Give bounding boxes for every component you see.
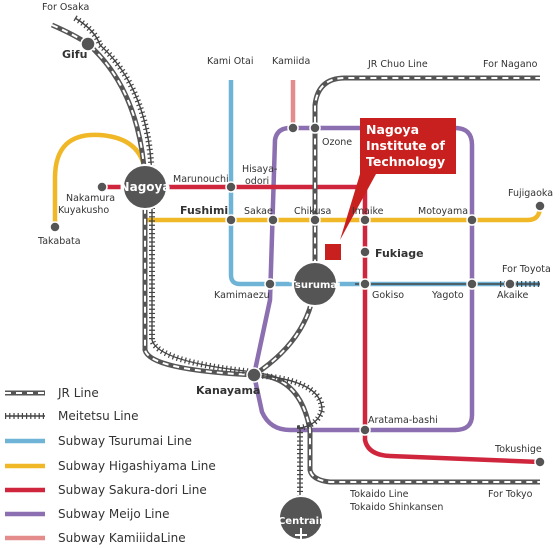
dir-tokyo: For Tokyo [488,489,533,500]
label-takabata: Takabata [37,236,81,247]
label-fushimi: Fushimi [180,204,228,217]
label-tokushige: Tokushige [494,444,542,455]
dir-tokaido: Tokaido Line [349,489,409,500]
nit-callout [360,118,456,174]
legend-label-higashiyama: Subway Higashiyama Line [58,459,216,473]
airplane-icon [295,528,307,541]
nagoya-label: Nagoya [120,180,171,194]
legend-meijo: Subway Meijo Line [5,507,170,521]
dir-nagano: For Nagano [483,59,538,70]
legend-label-meijo: Subway Meijo Line [58,507,170,521]
dir-shinkansen: Tokaido Shinkansen [349,502,443,513]
legend-label-jr: JR Line [57,386,99,400]
label-motoyama: Motoyama [418,206,468,217]
label-yagoto: Yagoto [431,290,464,301]
nit-marker [325,244,341,260]
meitetsu-lines [73,15,540,505]
nagoya-hub [122,164,168,210]
sakuradori-line [102,184,541,465]
dir-toyota: For Toyota [502,264,551,275]
tsurumai-label: Tsurumai [289,280,340,291]
higashiyama-line [52,132,543,227]
label-gifu: Gifu [62,48,87,61]
label-marunouchi: Marunouchi [173,174,229,185]
label-sakae: Sakae [244,206,273,217]
legend: JR Line Meitetsu Line Subway Tsurumai Li… [5,386,216,545]
tsurumai-hub [292,261,338,307]
legend-jr: JR Line [5,386,99,400]
legend-meitetsu: Meitetsu Line [5,409,139,423]
dir-jr-chuo: JR Chuo Line [367,59,428,70]
centrair-label: Centrair [278,516,324,527]
label-kami-otai: Kami Otai [207,56,253,67]
legend-label-sakuradori: Subway Sakura-dori Line [58,483,207,497]
callout-line3: Technology [366,154,445,169]
label-chikusa: Chikusa [294,206,331,217]
legend-label-kamiiida: Subway KamiiidaLine [58,531,186,545]
legend-sakuradori: Subway Sakura-dori Line [5,483,207,497]
label-imaike: Imaike [352,206,384,217]
label-fujigaoka: Fujigaoka [508,188,553,199]
legend-higashiyama: Subway Higashiyama Line [5,459,216,473]
label-fukiage: Fukiage [375,247,424,260]
legend-kamiiida: Subway KamiiidaLine [5,531,186,545]
dir-osaka: For Osaka [42,2,89,13]
legend-tsurumai: Subway Tsurumai Line [5,434,192,448]
station-dots [49,36,546,468]
label-kamiida: Kamiida [272,56,310,67]
meijo-line [251,125,475,433]
label-hisaya-1: Hisaya- [242,164,277,175]
legend-label-tsurumai: Subway Tsurumai Line [58,434,192,448]
legend-label-meitetsu: Meitetsu Line [58,409,139,423]
label-kamimaezu: Kamimaezu [214,290,270,301]
callout-line1: Nagoya [366,122,419,137]
label-akaike: Akaike [497,290,528,301]
label-nakamura-1: Nakamura [66,193,115,204]
label-nakamura-2: Kuyakusho [58,205,109,216]
label-kanayama: Kanayama [196,384,260,397]
callout-line2: Institute of [366,138,446,153]
label-gokiso: Gokiso [372,290,404,301]
label-hisaya-2: odori [245,176,269,187]
tsurumai-line [228,80,540,287]
label-aratama: Aratama-bashi [368,415,438,426]
callout-pointer [340,174,376,240]
label-ozone: Ozone [322,137,352,148]
